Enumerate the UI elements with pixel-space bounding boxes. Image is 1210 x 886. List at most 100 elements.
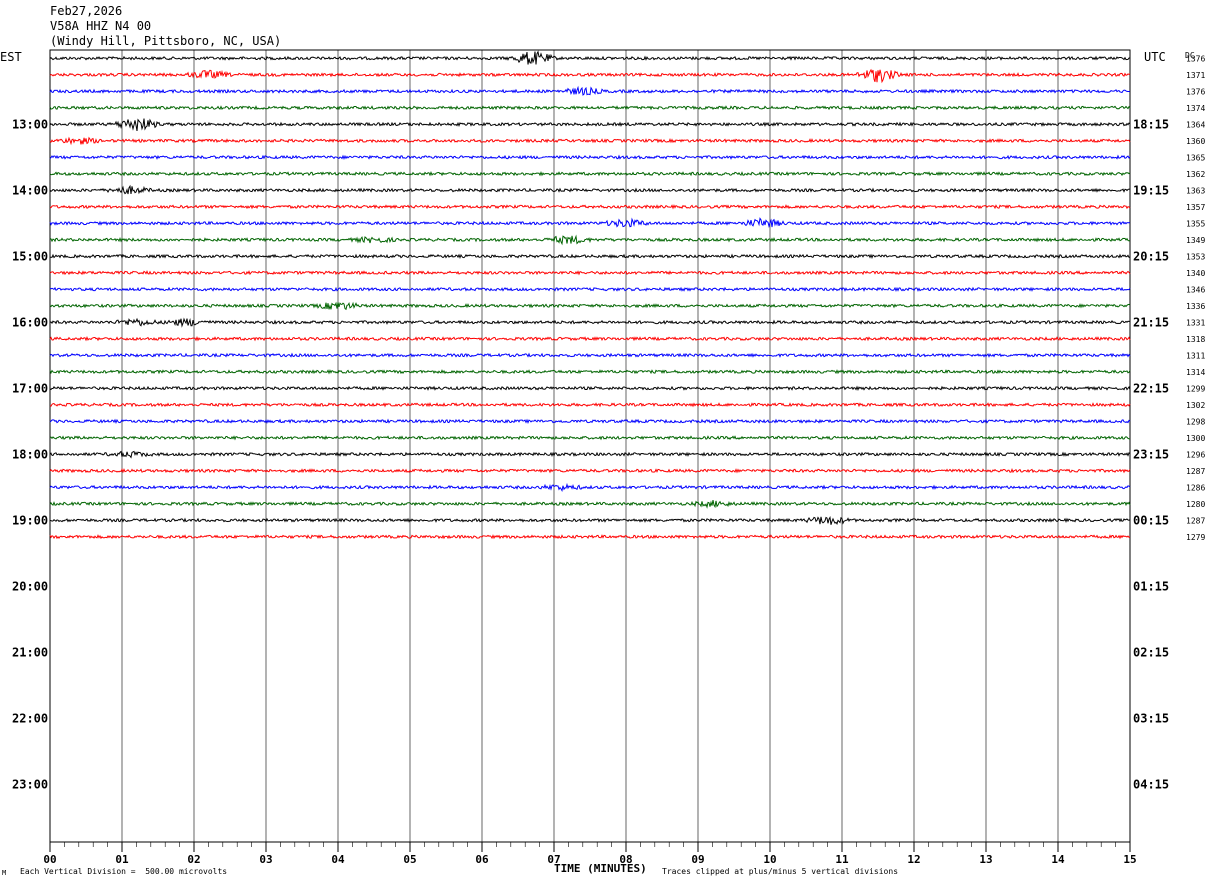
trace-line: [49, 286, 1131, 292]
est-hour-label: 13:00: [12, 117, 48, 131]
x-tick-label: 13: [979, 853, 992, 866]
utc-hour-label: 18:15: [1133, 117, 1169, 131]
x-tick-label: 09: [691, 853, 704, 866]
trace-line: [49, 118, 1131, 131]
trace-line: [49, 204, 1131, 210]
trace-line: [49, 154, 1131, 160]
trace-line: [49, 450, 1131, 459]
utc-hour-label: 03:15: [1133, 711, 1169, 725]
trace-line: [49, 385, 1131, 391]
location-label: (Windy Hill, Pittsboro, NC, USA): [50, 34, 282, 48]
trace-line: [49, 234, 1131, 246]
dc-offset-label: 1280: [1186, 500, 1205, 509]
x-tick-label: 04: [331, 853, 345, 866]
dc-offset-label: 1355: [1186, 219, 1205, 228]
dc-offset-label: 1340: [1186, 269, 1205, 278]
trace-line: [49, 516, 1131, 525]
utc-hour-label: 21:15: [1133, 315, 1169, 329]
dc-offset-label: 1296: [1186, 450, 1205, 459]
est-hour-label: 21:00: [12, 645, 48, 659]
trace-line: [49, 418, 1131, 425]
trace-line: [49, 50, 1131, 65]
dc-offset-label: 1318: [1186, 335, 1205, 344]
dc-offset-label: 1279: [1186, 533, 1205, 542]
clip-note: Traces clipped at plus/minus 5 vertical …: [662, 867, 899, 876]
time-grid: [49, 49, 1131, 852]
trace-line: [49, 184, 1130, 195]
dc-offset-label: 1353: [1186, 252, 1205, 261]
trace-line: [49, 270, 1131, 276]
dc-offset-label: 1336: [1186, 302, 1205, 311]
dc-offset-label: 1349: [1186, 236, 1205, 245]
seismic-traces: [49, 50, 1131, 540]
dc-offset-label: 1363: [1186, 186, 1205, 195]
axis-labels: EST UTC DC 00 01 02 03 04 05 06 07 08 09 10 11 12 13 1…: [0, 50, 1205, 866]
dc-offset-label: 1331: [1186, 318, 1205, 327]
x-tick-label: 02: [187, 853, 200, 866]
dc-offset-label: 1287: [1186, 467, 1205, 476]
utc-hour-label: 04:15: [1133, 777, 1169, 791]
x-tick-label: 11: [835, 853, 849, 866]
dc-offset-label: 1374: [1186, 104, 1205, 113]
trace-line: [49, 136, 1131, 146]
x-tick-label: 10: [763, 853, 776, 866]
plot-frame: [49, 49, 1131, 843]
trace-line: [50, 253, 1131, 260]
trace-line: [49, 68, 1131, 84]
trace-line: [49, 105, 1131, 111]
est-hour-label: 17:00: [12, 381, 48, 395]
utc-hour-label: 19:15: [1133, 183, 1169, 197]
x-tick-label: 03: [259, 853, 272, 866]
x-axis-title: TIME (MINUTES): [554, 862, 647, 875]
dc-offset-label: 1376: [1186, 87, 1205, 96]
trace-line: [49, 402, 1131, 408]
est-hour-label: 19:00: [12, 513, 48, 527]
est-hour-label: 22:00: [12, 711, 48, 725]
x-tick-label: 15: [1123, 853, 1136, 866]
dc-offset-label: 1299: [1186, 384, 1205, 393]
station-label: V58A HHZ N4 00: [50, 19, 152, 33]
dc-column-label: DC: [1185, 51, 1195, 60]
footer-mark: M: [2, 869, 7, 877]
utc-hour-label: 00:15: [1133, 513, 1169, 527]
x-tick-label: 06: [475, 853, 489, 866]
plot-header: Feb27,2026 V58A HHZ N4 00 (Windy Hill, P…: [50, 4, 281, 49]
trace-line: [49, 482, 1131, 493]
dc-offset-label: 1365: [1186, 153, 1205, 162]
trace-line: [49, 217, 1131, 229]
dc-offset-label: 1311: [1186, 351, 1205, 360]
x-tick-label: 12: [907, 853, 920, 866]
x-tick-label: 00: [43, 853, 56, 866]
dc-offset-label: 1302: [1186, 401, 1205, 410]
trace-line: [49, 317, 1131, 328]
trace-line: [49, 85, 1131, 96]
x-tick-label: 05: [403, 853, 416, 866]
x-tick-label: 14: [1051, 853, 1065, 866]
dc-offset-label: 1376: [1186, 54, 1205, 63]
est-axis-label: EST: [0, 50, 22, 64]
dc-offset-label: 1346: [1186, 285, 1205, 294]
dc-offset-label: 1314: [1186, 368, 1205, 377]
trace-line: [49, 534, 1131, 540]
est-hour-label: 14:00: [12, 183, 48, 197]
dc-offset-label: 1360: [1186, 137, 1205, 146]
trace-line: [49, 335, 1131, 342]
est-hour-label: 23:00: [12, 777, 48, 791]
trace-line: [49, 301, 1131, 311]
trace-line: [49, 369, 1131, 375]
trace-line: [49, 435, 1131, 441]
x-tick-label: 01: [115, 853, 129, 866]
date-label: Feb27,2026: [50, 4, 123, 18]
utc-hour-label: 20:15: [1133, 249, 1169, 263]
trace-line: [49, 170, 1131, 177]
x-tick-label: 08: [619, 853, 632, 866]
est-hour-label: 18:00: [12, 447, 48, 461]
est-hour-label: 20:00: [12, 579, 48, 593]
dc-offset-label: 1364: [1186, 120, 1205, 129]
x-tick-label: 07: [547, 853, 560, 866]
est-hour-label: 15:00: [12, 249, 48, 263]
utc-hour-label: 01:15: [1133, 579, 1169, 593]
utc-hour-label: 02:15: [1133, 645, 1169, 659]
trace-line: [49, 352, 1131, 358]
